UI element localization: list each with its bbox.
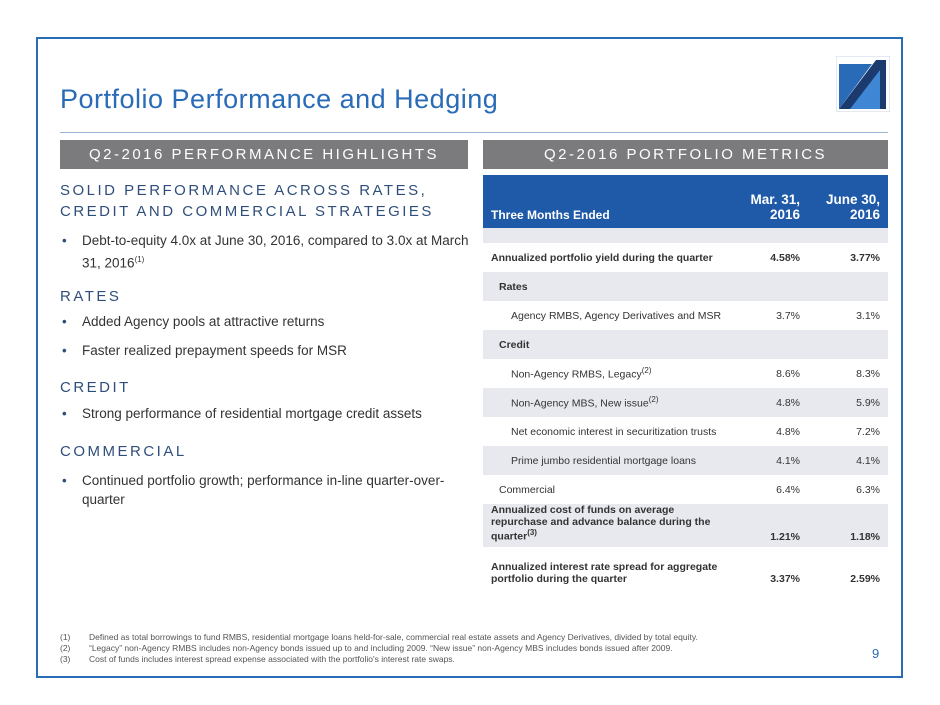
value-cell: 2.59%	[850, 572, 880, 585]
row-label: Agency RMBS, Agency Derivatives and MSR	[483, 301, 738, 330]
value-cell: 5.9%	[808, 388, 888, 417]
value-cell: 4.58%	[770, 251, 800, 264]
footnote: (3) Cost of funds includes interest sprea…	[60, 654, 455, 664]
bullet: Added Agency pools at attractive returns	[60, 312, 482, 331]
table-row: Annualized interest rate spread for aggr…	[483, 547, 888, 589]
table-row: Prime jumbo residential mortgage loans 4.…	[483, 446, 888, 475]
footnote: (2) “Legacy” non-Agency RMBS includes non…	[60, 643, 673, 653]
value-cell	[738, 272, 808, 301]
value-cell: 3.1%	[856, 309, 880, 322]
value-cell	[808, 272, 888, 301]
label-text: Annualized interest rate spread for aggr…	[491, 560, 718, 585]
bullet: Strong performance of residential mortga…	[60, 404, 482, 423]
value-cell	[808, 330, 888, 359]
row-label: Commercial	[483, 475, 738, 504]
value-cell: 3.77%	[850, 251, 880, 264]
value-cell: 6.3%	[856, 483, 880, 496]
table-row: Net economic interest in securitization …	[483, 417, 888, 446]
bullet: Continued portfolio growth; performance …	[60, 471, 452, 509]
value-cell: 1.21%	[738, 504, 808, 547]
section-header: Q2-2016 PERFORMANCE HIGHLIGHTS	[60, 140, 468, 169]
footnote: (1) Defined as total borrowings to fund R…	[60, 632, 698, 642]
table-row: Commercial 6.4% 6.3%	[483, 475, 888, 504]
frame	[36, 37, 903, 678]
superscript: (2)	[641, 366, 652, 376]
label-text: Rates	[499, 280, 528, 293]
value-cell: 8.3%	[856, 367, 880, 380]
value-cell: 7.2%	[856, 425, 880, 438]
table-row: Credit	[483, 330, 888, 359]
section-title: RATES	[60, 288, 122, 305]
label-text: Annualized portfolio yield during the qu…	[491, 251, 713, 264]
section-header: Q2-2016 PORTFOLIO METRICS	[483, 140, 888, 169]
table-row: Annualized portfolio yield during the qu…	[483, 243, 888, 272]
label-text: Net economic interest in securitization …	[511, 425, 717, 438]
label-text: Commercial	[499, 483, 556, 496]
footnotes: (1) Defined as total borrowings to fund R…	[60, 632, 698, 665]
metrics-table: Three Months Ended Mar. 31, 2016 June 30…	[483, 175, 888, 589]
row-label: Credit	[483, 330, 738, 359]
row-label: Prime jumbo residential mortgage loans	[483, 446, 738, 475]
table-row: Non-Agency MBS, New issue(2) 4.8% 5.9%	[483, 388, 888, 417]
bullet: Faster realized prepayment speeds for MS…	[60, 341, 482, 360]
section-title: CREDIT	[60, 379, 131, 396]
value-cell: 4.1%	[808, 446, 888, 475]
value-cell: 4.8%	[738, 388, 808, 417]
superscript: (1)	[134, 255, 145, 264]
row-label: Rates	[483, 272, 738, 301]
label-text: Agency RMBS, Agency Derivatives and MSR	[511, 309, 722, 322]
row-label: Non-Agency RMBS, Legacy(2)	[483, 359, 738, 388]
column-header: Mar. 31, 2016	[738, 175, 808, 228]
row-label: Annualized portfolio yield during the qu…	[483, 243, 738, 272]
superscript: (3)	[527, 528, 537, 537]
label-text: Prime jumbo residential mortgage loans	[511, 454, 697, 467]
row-label: Annualized interest rate spread for aggr…	[483, 547, 738, 589]
table-row: Annualized cost of funds on average repu…	[483, 504, 888, 547]
column-header: Three Months Ended	[483, 175, 738, 228]
row-label: Non-Agency MBS, New issue(2)	[483, 388, 738, 417]
value-cell: 8.6%	[776, 367, 800, 380]
value-cell	[738, 330, 808, 359]
value-cell: 4.1%	[738, 446, 808, 475]
value-cell: 3.7%	[776, 309, 800, 322]
column-header: June 30, 2016	[808, 175, 888, 228]
value-cell: 6.4%	[776, 483, 800, 496]
section-title: SOLID PERFORMANCE ACROSS RATES, CREDIT A…	[60, 182, 434, 220]
divider	[60, 132, 888, 133]
table-row: Non-Agency RMBS, Legacy(2) 8.6% 8.3%	[483, 359, 888, 388]
title: Portfolio Performance and Hedging	[60, 84, 499, 114]
label-text: Annualized cost of funds on average repu…	[491, 504, 711, 543]
bullet-text: Debt-to-equity 4.0x at June 30, 2016, co…	[82, 233, 469, 271]
value-cell: 3.37%	[770, 572, 800, 585]
bullet: Debt-to-equity 4.0x at June 30, 2016, co…	[60, 231, 474, 273]
label-text: Credit	[499, 338, 530, 351]
section-title: COMMERCIAL	[60, 443, 187, 460]
label-text: Non-Agency MBS, New issue	[511, 397, 649, 410]
value-cell: 4.8%	[776, 425, 800, 438]
table-row: Rates	[483, 272, 888, 301]
row-label: Net economic interest in securitization …	[483, 417, 738, 446]
table-row: Agency RMBS, Agency Derivatives and MSR 3…	[483, 301, 888, 330]
label-text: Non-Agency RMBS, Legacy	[511, 368, 642, 381]
logo	[836, 56, 890, 112]
row-label: Annualized cost of funds on average repu…	[483, 504, 738, 547]
value-cell: 1.18%	[808, 504, 888, 547]
page-number: 9	[872, 646, 880, 661]
superscript: (2)	[648, 395, 659, 405]
